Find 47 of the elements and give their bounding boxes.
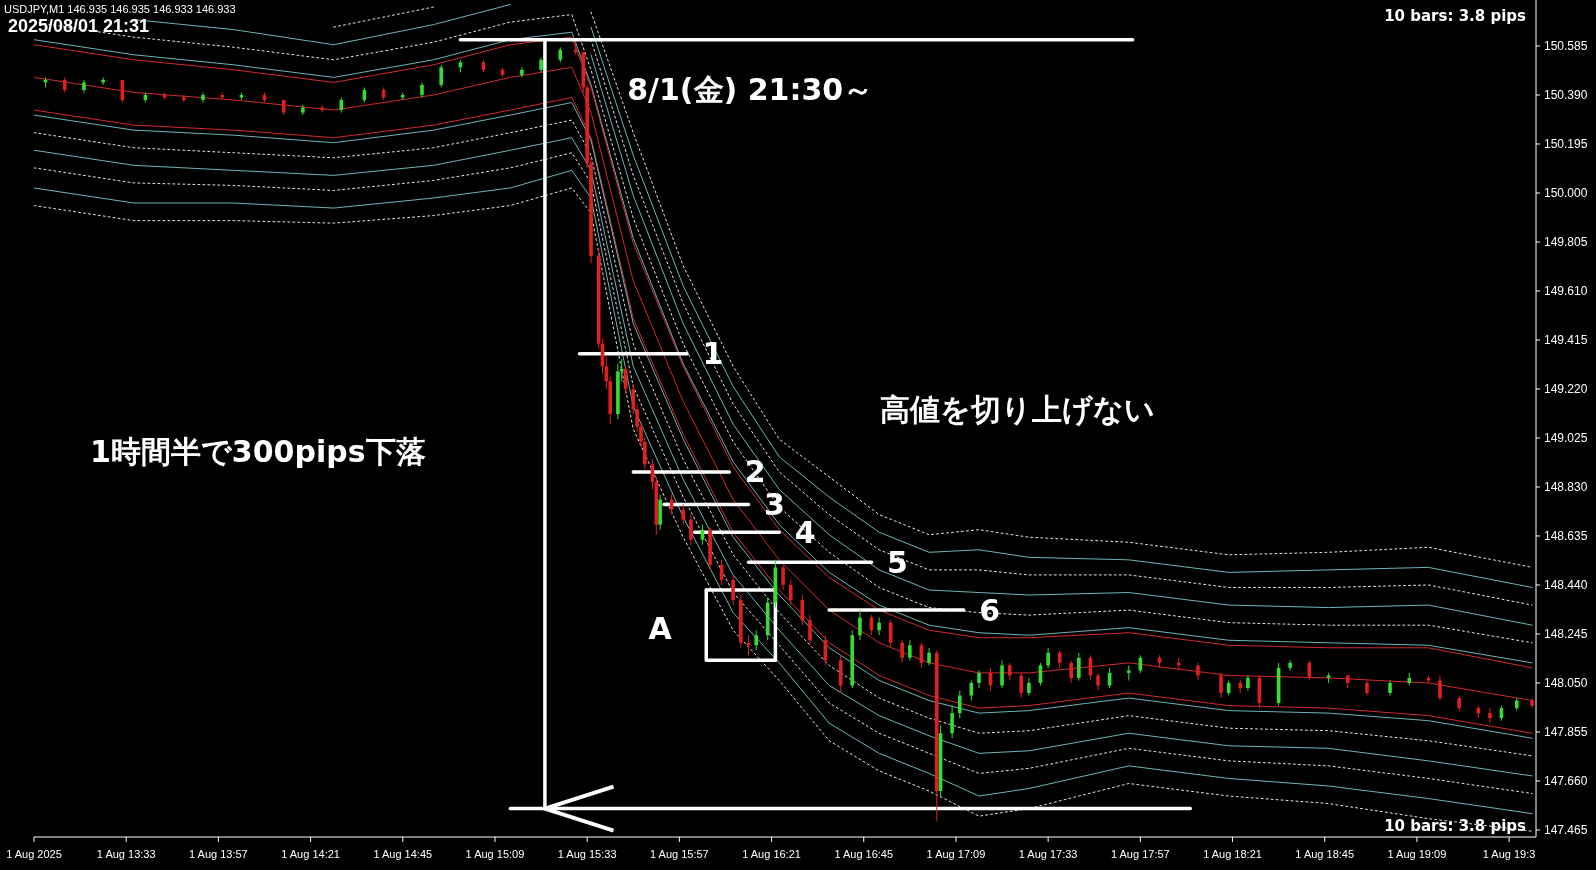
- x-tick-label: 1 Aug 13:33: [96, 848, 156, 860]
- x-tick-label: 1 Aug 17:09: [926, 848, 986, 860]
- annotation: 6: [979, 592, 1001, 628]
- annotation: A: [648, 611, 673, 646]
- x-tick-label: 1 Aug 15:09: [465, 848, 525, 860]
- x-tick-label: 1 Aug 15:33: [557, 848, 617, 860]
- annotation: 5: [886, 544, 908, 580]
- x-tick-label: 1 Aug 19:3: [1482, 848, 1536, 860]
- x-tick-label: 1 Aug 2025: [6, 848, 62, 860]
- x-tick-label: 1 Aug 13:57: [189, 848, 248, 860]
- x-tick-label: 1 Aug 16:45: [834, 848, 894, 860]
- y-tick-label: 147.465: [1544, 822, 1588, 837]
- annotation: 10 bars: 3.8 pips: [1384, 817, 1527, 835]
- x-tick-label: 1 Aug 15:57: [649, 848, 709, 860]
- y-tick-label: 150.195: [1544, 136, 1588, 151]
- annotation: 10 bars: 3.8 pips: [1384, 7, 1527, 25]
- x-tick-label: 1 Aug 17:57: [1110, 848, 1170, 860]
- annotation: 8/1(金) 21:30～: [627, 71, 874, 107]
- annotation: 4: [794, 514, 816, 550]
- y-tick-label: 148.635: [1544, 528, 1588, 543]
- y-tick-label: 149.610: [1544, 283, 1588, 298]
- annotation: 1: [702, 336, 724, 372]
- y-tick-label: 150.000: [1544, 185, 1588, 200]
- y-tick-label: 147.660: [1544, 773, 1588, 788]
- y-tick-label: 148.245: [1544, 626, 1588, 641]
- y-tick-label: 148.050: [1544, 675, 1588, 690]
- annotation: 高値を切り上げない: [880, 392, 1155, 427]
- annotation: 3: [764, 487, 785, 523]
- x-tick-label: 1 Aug 18:45: [1295, 848, 1355, 860]
- y-tick-label: 149.805: [1544, 234, 1588, 249]
- x-tick-label: 1 Aug 16:21: [742, 848, 801, 860]
- x-tick-label: 1 Aug 14:45: [373, 848, 433, 860]
- y-tick-label: 150.585: [1544, 38, 1588, 53]
- y-tick-label: 147.855: [1544, 724, 1588, 739]
- y-tick-label: 150.390: [1544, 87, 1588, 102]
- y-tick-label: 148.440: [1544, 577, 1588, 592]
- x-tick-label: 1 Aug 18:21: [1203, 848, 1262, 860]
- x-tick-label: 1 Aug 19:09: [1387, 848, 1447, 860]
- y-tick-label: 149.220: [1544, 381, 1588, 396]
- annotation: 2: [744, 454, 766, 490]
- y-tick-label: 148.830: [1544, 479, 1588, 494]
- y-tick-label: 149.415: [1544, 332, 1588, 347]
- annotation: 1時間半で300pips下落: [90, 434, 426, 469]
- x-tick-label: 1 Aug 17:33: [1018, 848, 1078, 860]
- y-tick-label: 149.025: [1544, 430, 1588, 445]
- chart-subtitle: USDJPY,M1 146.935 146.935 146.933 146.933: [4, 3, 236, 15]
- x-tick-label: 1 Aug 14:21: [281, 848, 340, 860]
